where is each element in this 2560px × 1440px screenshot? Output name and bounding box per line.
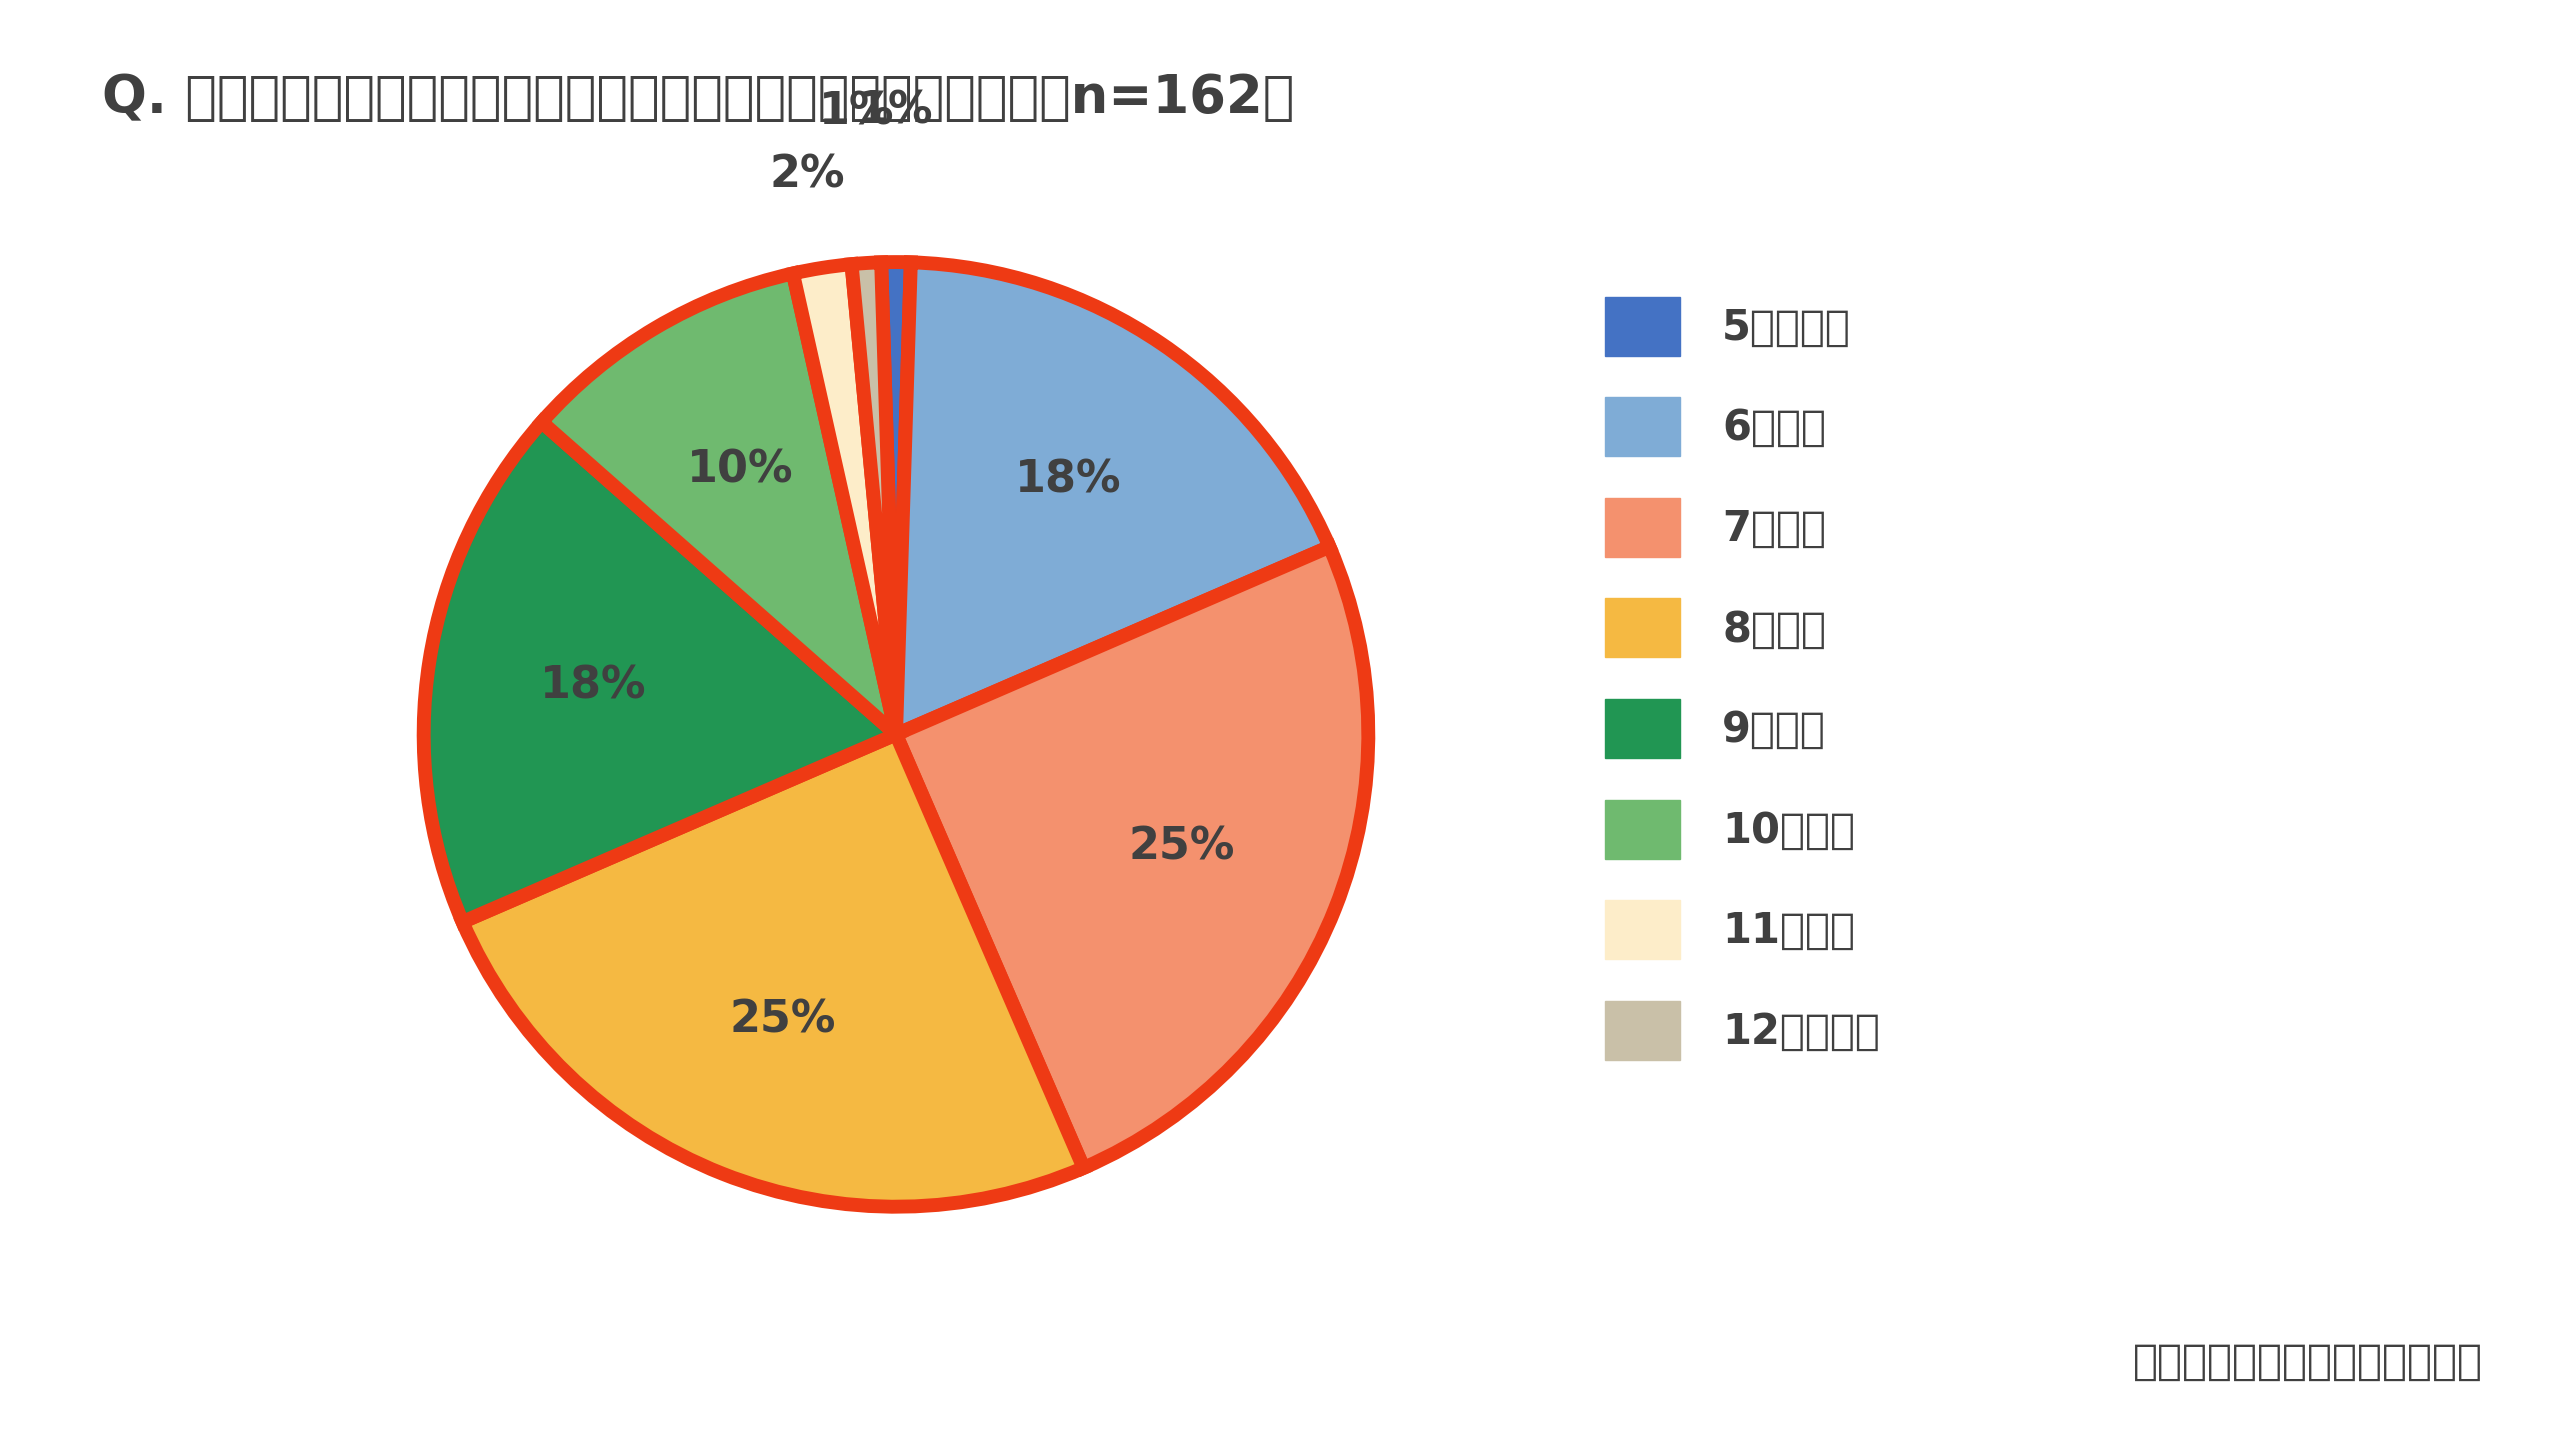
Wedge shape bbox=[881, 262, 911, 734]
Wedge shape bbox=[852, 262, 896, 734]
Text: 1%: 1% bbox=[858, 89, 934, 132]
Text: 25%: 25% bbox=[730, 998, 837, 1041]
Text: 10%: 10% bbox=[686, 449, 794, 491]
Wedge shape bbox=[463, 734, 1083, 1207]
Wedge shape bbox=[543, 274, 896, 734]
Text: Q. 今年の夏、小学生のお子様の睡眠時間はどれくらいですか？（n=162）: Q. 今年の夏、小学生のお子様の睡眠時間はどれくらいですか？（n=162） bbox=[102, 72, 1295, 124]
Text: 25%: 25% bbox=[1129, 827, 1234, 868]
Wedge shape bbox=[896, 262, 1329, 734]
Legend: 5時間未満, 6時間台, 7時間台, 8時間台, 9時間台, 10時間台, 11時間台, 12時間以上: 5時間未満, 6時間台, 7時間台, 8時間台, 9時間台, 10時間台, 11… bbox=[1605, 297, 1879, 1060]
Wedge shape bbox=[896, 547, 1367, 1168]
Wedge shape bbox=[794, 264, 896, 734]
Text: 1%: 1% bbox=[819, 91, 893, 134]
Wedge shape bbox=[425, 422, 896, 922]
Text: 2%: 2% bbox=[771, 153, 845, 196]
Text: パナソニック「エオリア」調べ: パナソニック「エオリア」調べ bbox=[2132, 1341, 2483, 1382]
Text: 18%: 18% bbox=[1016, 459, 1121, 503]
Text: 18%: 18% bbox=[540, 665, 645, 708]
